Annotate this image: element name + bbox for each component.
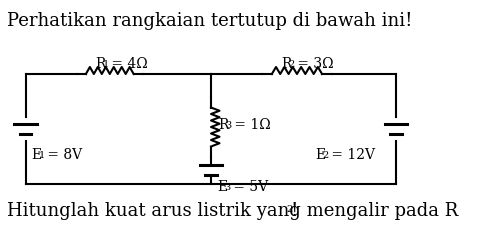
Text: 1: 1 — [39, 150, 46, 159]
Text: 3: 3 — [226, 121, 232, 129]
Text: !: ! — [291, 201, 298, 219]
Text: E: E — [315, 147, 325, 161]
Text: = 8V: = 8V — [44, 147, 83, 161]
Text: Hitunglah kuat arus listrik yang mengalir pada R: Hitunglah kuat arus listrik yang mengali… — [7, 201, 458, 219]
Text: 2: 2 — [322, 150, 329, 159]
Text: = 4Ω: = 4Ω — [107, 57, 148, 71]
Text: E: E — [217, 179, 227, 193]
Text: 2: 2 — [287, 204, 293, 213]
Text: = 3Ω: = 3Ω — [293, 57, 333, 71]
Text: R: R — [281, 57, 291, 71]
Text: R: R — [96, 57, 105, 71]
Text: 2: 2 — [289, 60, 295, 69]
Text: = 12V: = 12V — [327, 147, 375, 161]
Text: = 5V: = 5V — [229, 179, 268, 193]
Text: E: E — [32, 147, 42, 161]
Text: 1: 1 — [103, 60, 109, 69]
Text: R: R — [218, 118, 228, 131]
Text: = 1Ω: = 1Ω — [230, 118, 270, 131]
Text: Perhatikan rangkaian tertutup di bawah ini!: Perhatikan rangkaian tertutup di bawah i… — [7, 12, 412, 30]
Text: 3: 3 — [225, 182, 231, 191]
